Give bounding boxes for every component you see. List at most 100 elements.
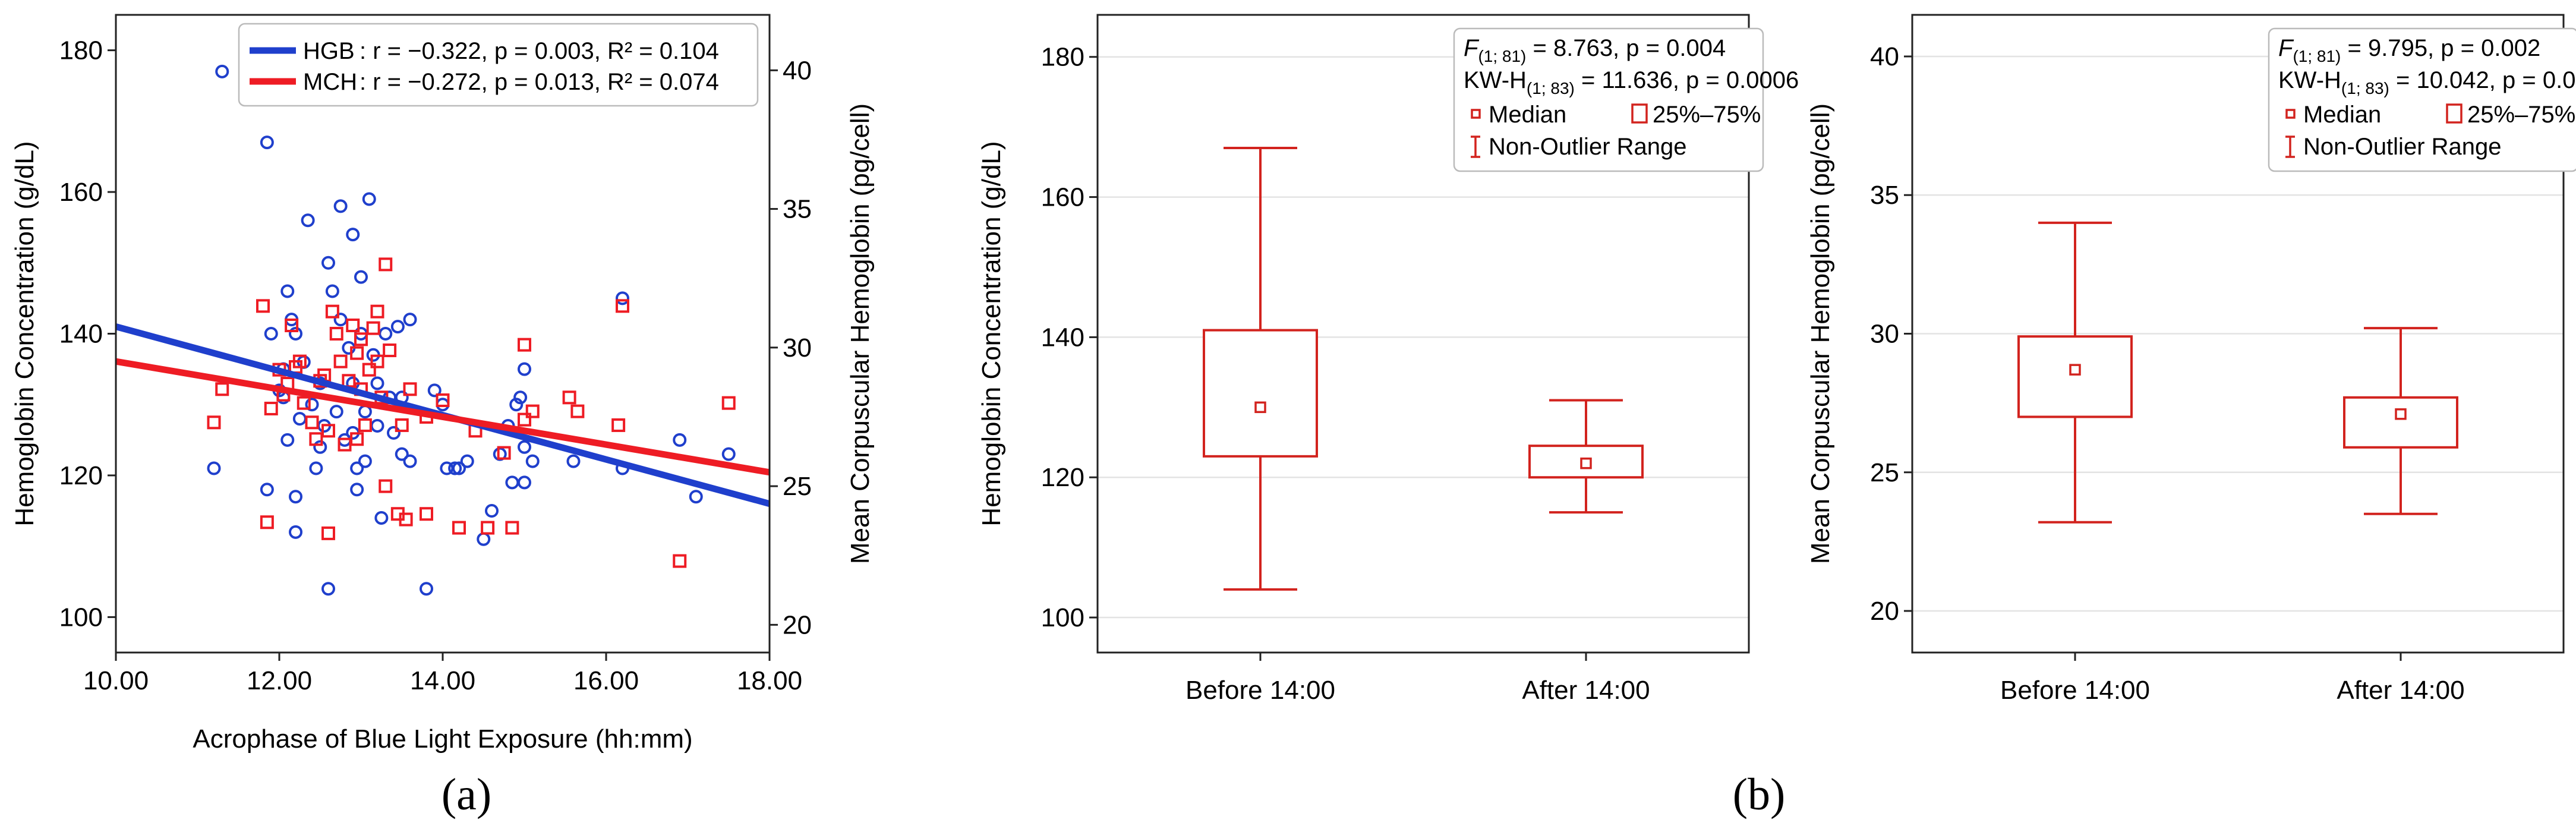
point-hgb	[305, 398, 319, 412]
point-mch	[379, 479, 393, 493]
legend-label-mch: MCH	[303, 69, 357, 95]
point-hgb	[374, 510, 389, 525]
point-mch	[420, 507, 433, 521]
point-hgb	[280, 433, 295, 447]
scatter-chart: 100 120 140 160 180 20 25 30 35 40 10.00 12.00 14.00…	[10, 14, 875, 754]
plot-frame	[115, 14, 771, 654]
x-tick-label: 10.00	[83, 666, 149, 695]
point-mch	[366, 321, 380, 335]
point-hgb	[280, 284, 295, 298]
stats-f-symbol: F	[2278, 35, 2294, 61]
y-left-tick-label: 140	[59, 320, 103, 349]
median-marker	[1254, 401, 1266, 414]
legend-range-label: Non-Outlier Range	[1489, 134, 1687, 160]
point-mch	[362, 363, 376, 377]
point-hgb	[452, 461, 466, 475]
point-mch	[215, 382, 229, 396]
stats-box	[2268, 27, 2576, 172]
point-hgb	[566, 454, 581, 468]
median-marker	[1580, 457, 1592, 469]
point-hgb	[505, 475, 519, 490]
point-hgb	[518, 440, 531, 454]
point-mch	[525, 404, 540, 418]
x-tick-label: Before 14:00	[1185, 676, 1335, 705]
box-iqr	[1203, 329, 1318, 458]
point-hgb	[215, 64, 229, 78]
stats-f-subscript: (1; 81)	[1478, 47, 1526, 65]
point-mch	[436, 393, 450, 407]
y-axis-label-right: Mean Corpuscular Hemoglobin (pg/cell)	[846, 103, 875, 564]
series-mch	[207, 257, 736, 568]
stats-kw-symbol: KW-H	[1464, 67, 1527, 93]
stats-f-line: F(1; 81) = 8.763, p = 0.004	[1464, 35, 1726, 65]
point-mch	[350, 432, 364, 446]
y-tick-label: 140	[1041, 323, 1084, 352]
point-hgb	[292, 412, 307, 426]
legend-stats-mch: : r = −0.272, p = 0.013, R² = 0.074	[360, 69, 719, 95]
stats-f-value: = 9.795, p = 0.002	[2341, 35, 2540, 61]
point-mch	[260, 515, 274, 530]
x-tick-label: After 14:00	[2337, 676, 2464, 705]
scatter-legend: HGB: r = −0.322, p = 0.003, R² = 0.104MC…	[238, 23, 759, 107]
legend-range-label: Non-Outlier Range	[2303, 134, 2502, 160]
y-axis-label: Mean Corpuscular Hemoglobin (pg/cell)	[1806, 103, 1835, 564]
y-left-tick-label: 120	[59, 461, 103, 490]
point-mch	[616, 299, 629, 313]
point-mch	[256, 299, 270, 313]
box-after	[1528, 399, 1644, 514]
point-mch	[452, 521, 466, 535]
point-hgb	[485, 504, 499, 518]
point-hgb	[477, 532, 491, 546]
box-iqr	[2343, 396, 2458, 449]
point-hgb	[260, 135, 274, 150]
point-hgb	[260, 483, 274, 497]
y-right-tick-label: 25	[783, 472, 812, 501]
x-tick-label: 16.00	[573, 666, 639, 695]
point-hgb	[362, 192, 376, 206]
point-mch	[611, 418, 626, 432]
point-hgb	[350, 461, 364, 475]
legend-median-label: Median	[1489, 102, 1566, 128]
point-mch	[403, 382, 417, 396]
point-mch	[350, 346, 364, 360]
point-hgb	[436, 398, 450, 412]
y-axis-label-left: Hemoglobin Concentration (g/dL)	[10, 141, 39, 526]
stats-kw-value: = 11.636, p = 0.0006	[1575, 67, 1799, 93]
point-hgb	[333, 313, 348, 327]
y-right-tick-label: 40	[783, 56, 812, 85]
stats-kw-subscript: (1; 83)	[1527, 79, 1575, 97]
point-hgb	[390, 320, 405, 334]
point-hgb	[513, 390, 528, 405]
legend-box-icon	[2446, 103, 2463, 124]
point-hgb	[509, 398, 524, 412]
y-tick-label: 30	[1870, 320, 1899, 349]
point-hgb	[264, 327, 278, 341]
stats-kw-value: = 10.042, p = 0.002	[2389, 67, 2576, 93]
box-before	[2017, 221, 2133, 524]
point-mch	[333, 354, 348, 368]
point-hgb	[518, 362, 531, 376]
point-hgb	[289, 490, 302, 504]
point-mch	[518, 412, 531, 427]
median-marker	[2395, 408, 2407, 420]
point-hgb	[370, 376, 384, 390]
point-hgb	[460, 454, 474, 468]
point-hgb	[525, 454, 540, 468]
y-right-tick-label: 20	[783, 610, 812, 639]
point-mch	[395, 418, 409, 432]
legend-box-label: 25%–75%	[1653, 102, 1761, 128]
point-mch	[497, 446, 511, 460]
point-mch	[370, 354, 384, 368]
y-right-tick-label: 35	[783, 195, 812, 224]
point-mch	[505, 521, 519, 535]
legend-box-label: 25%–75%	[2467, 102, 2575, 128]
y-tick-label: 100	[1041, 603, 1084, 632]
point-mch	[264, 401, 278, 415]
point-mch	[207, 415, 221, 430]
stats-kw-line: KW-H(1; 83) = 11.636, p = 0.0006	[1464, 67, 1799, 97]
legend-median-icon	[2285, 109, 2296, 119]
y-tick-label: 180	[1041, 43, 1084, 72]
point-mch	[321, 424, 335, 438]
